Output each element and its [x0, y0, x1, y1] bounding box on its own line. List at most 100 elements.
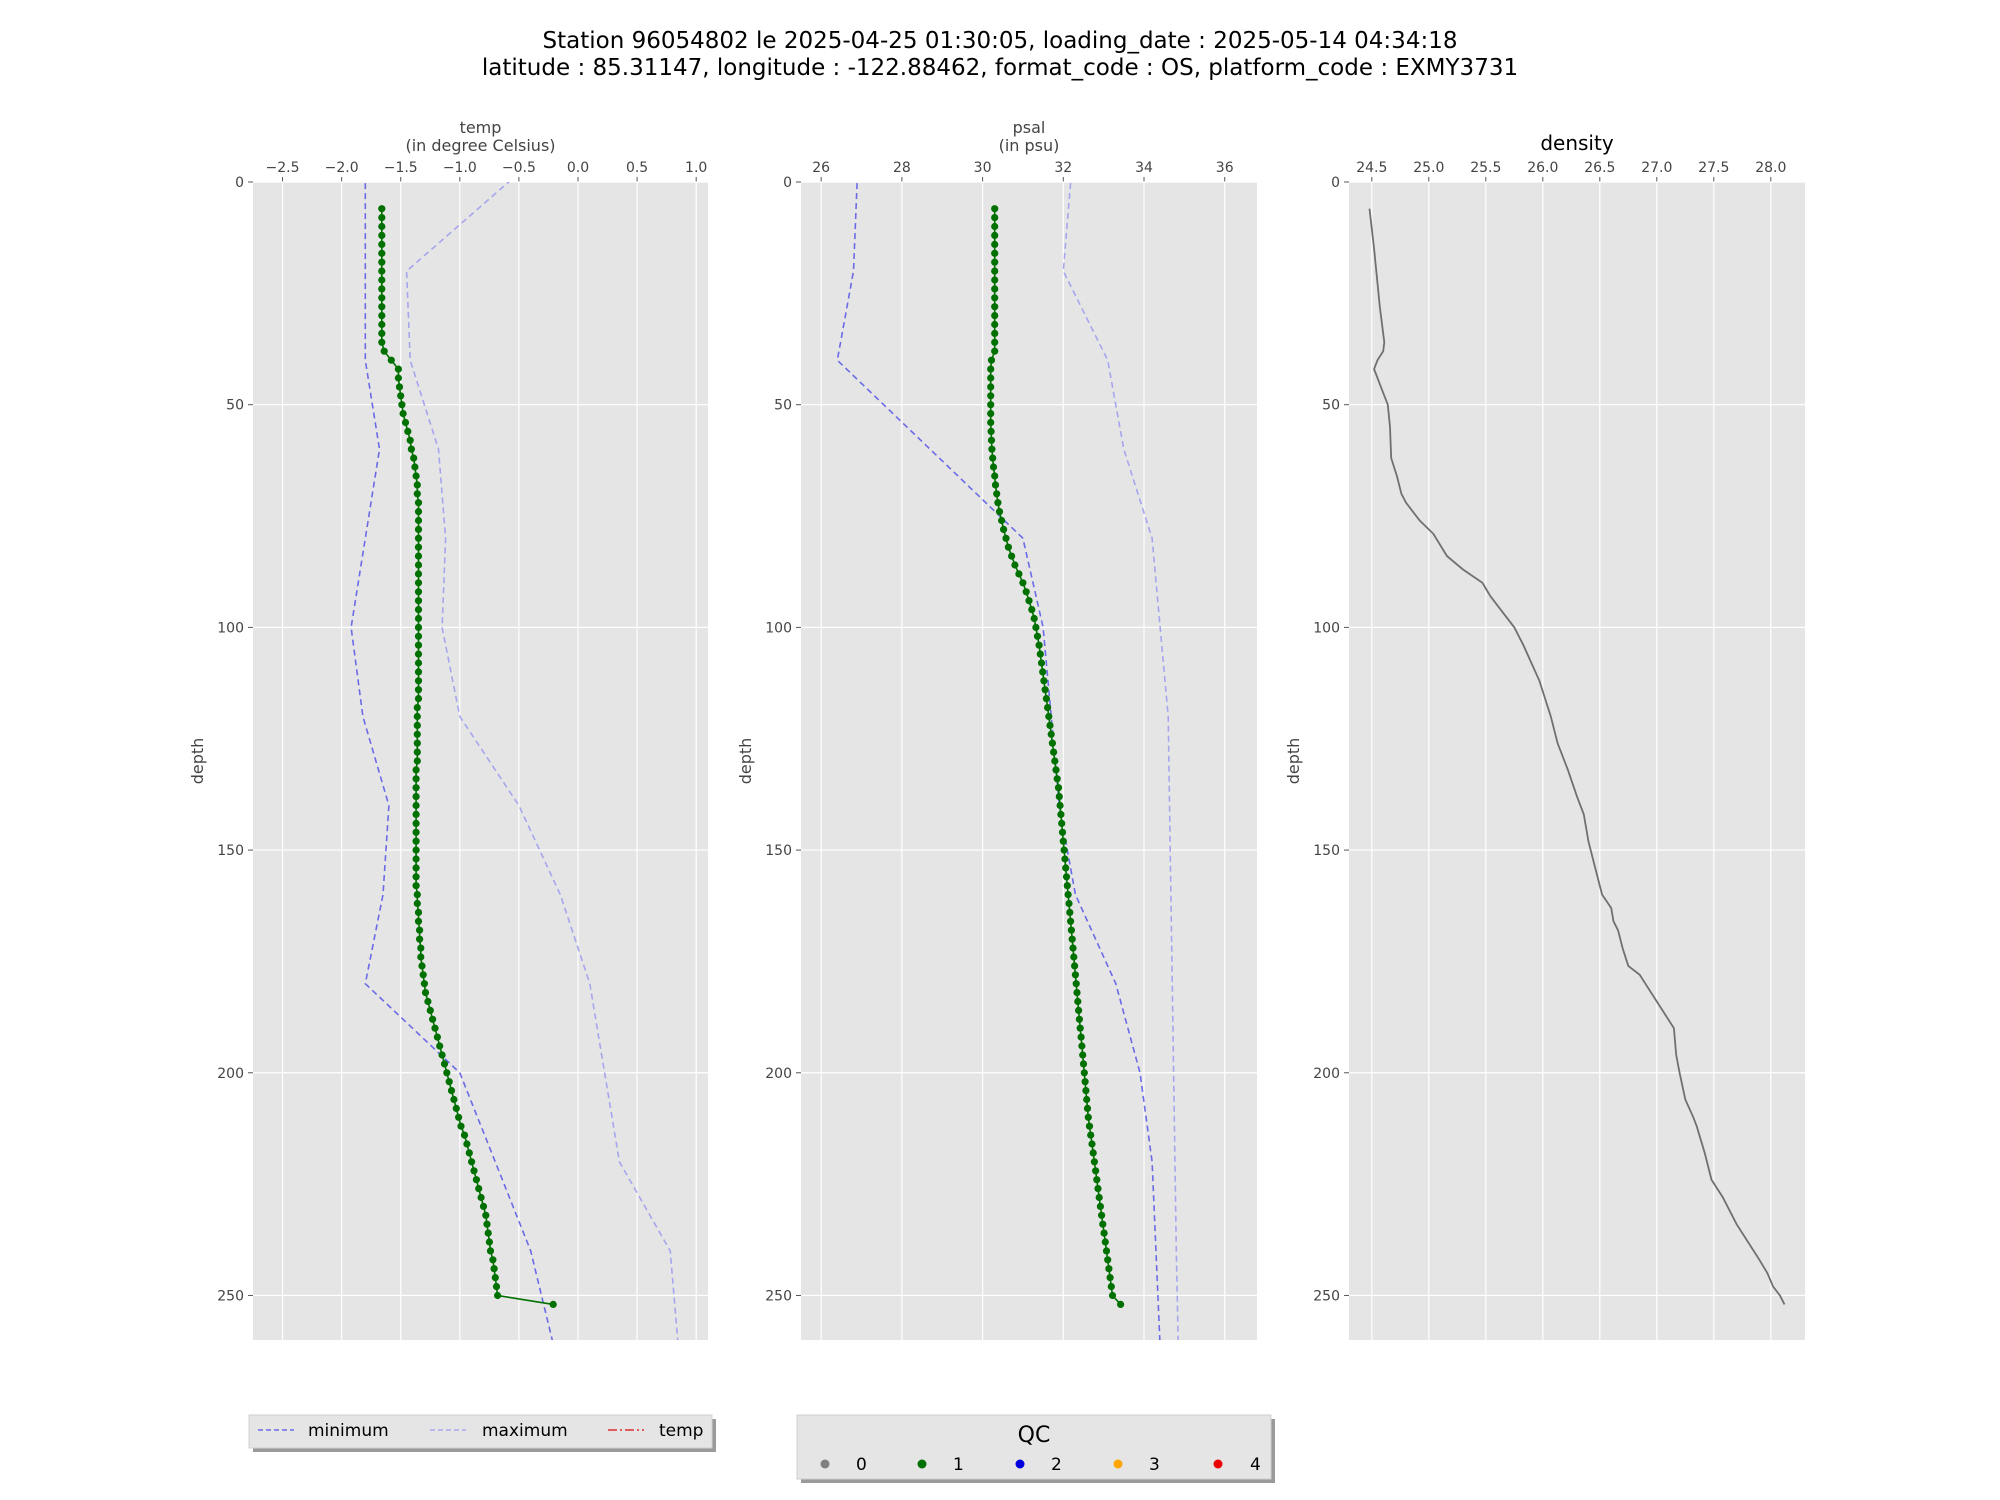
psal-qc1-point [991, 258, 999, 266]
density-ylabel: depth [1284, 738, 1303, 785]
temp-qc1-point [394, 374, 402, 382]
psal-qc1-point [1044, 704, 1052, 712]
psal-qc1-point [991, 214, 999, 222]
temp-qc1-point [479, 1202, 488, 1210]
temp-qc1-point [414, 632, 423, 640]
temp-qc1-point [412, 837, 420, 845]
temp-qc1-point [412, 882, 420, 890]
temp-profile-line [380, 208, 554, 1306]
psal-qc1-point [1037, 659, 1046, 667]
psal-qc1-point [1015, 570, 1023, 578]
temp-qc1-point [431, 1024, 439, 1032]
temp-qc1-point [414, 695, 423, 703]
qc-2-marker [1015, 1459, 1025, 1469]
temp-ytick-label: 200 [217, 1066, 244, 1082]
psal-qc1-point [1108, 1291, 1117, 1300]
psal-qc1-point [1054, 784, 1063, 792]
psal-qc1-point [987, 383, 995, 391]
temp-qc1-point [412, 864, 420, 872]
temp-qc1-point [378, 205, 386, 213]
temp-qc1-point [447, 1087, 456, 1095]
psal-qc1-point [991, 205, 999, 213]
psal-qc1-point [1004, 543, 1013, 551]
density-xtick-label: 25.0 [1413, 160, 1444, 176]
temp-qc1-point [414, 668, 423, 676]
psal-qc1-point [1019, 579, 1027, 587]
psal-qc1-point [1083, 1095, 1091, 1104]
psal-xtick-label: 36 [1216, 160, 1234, 176]
temp-qc1-point [492, 1283, 501, 1291]
psal-qc1-point [991, 472, 999, 480]
temp-qc1-point [378, 276, 386, 284]
temp-qc1-point [485, 1238, 493, 1246]
temp-qc1-point [413, 748, 421, 756]
temp-qc1-point [436, 1042, 444, 1050]
psal-ytick-label: 100 [765, 620, 792, 636]
temp-qc1-point [414, 917, 423, 925]
psal-qc1-point [991, 312, 999, 320]
density-panel: 24.5 25.0 25.5 26.0 26.5 27.0 27.5 28.0 0 50 100 15… [1284, 131, 1805, 1340]
psal-qc1-point [1079, 1060, 1088, 1068]
temp-qc1-point [395, 383, 404, 391]
psal-ytick-label: 150 [765, 843, 792, 859]
psal-qc1-point [991, 267, 999, 275]
psal-qc1-point [993, 490, 1001, 498]
temp-qc1-point [489, 1256, 497, 1264]
psal-qc1-point [1094, 1185, 1102, 1193]
psal-qc1-point [1062, 864, 1070, 872]
psal-qc1-point [1073, 989, 1081, 997]
psal-qc1-point [991, 303, 999, 311]
psal-axis-subtitle: (in psu) [999, 136, 1060, 155]
temp-qc1-point [414, 641, 423, 649]
temp-qc1-point [549, 1300, 557, 1308]
temp-qc1-point [387, 356, 395, 364]
psal-qc1-point [1039, 668, 1047, 676]
psal-qc1-point [1096, 1202, 1104, 1210]
psal-qc1-point [1022, 588, 1030, 596]
figure-title-line1: Station 96054802 le 2025-04-25 01:30:05,… [543, 28, 1458, 54]
psal-qc1-point [1053, 775, 1061, 783]
temp-qc1-point [438, 1051, 446, 1059]
psal-qc1-point [1040, 677, 1048, 685]
temp-qc1-point [465, 1149, 473, 1157]
temp-xtick-label: 1.0 [685, 160, 707, 176]
psal-qc1-point [987, 410, 995, 418]
psal-qc1-point [1076, 1024, 1084, 1032]
temp-qc1-point [416, 926, 424, 934]
psal-ytick-label: 250 [765, 1288, 792, 1304]
temp-qc1-point [414, 516, 423, 525]
psal-qc1-point [1102, 1247, 1111, 1255]
psal-qc1-point [987, 374, 995, 382]
psal-maximum-line [1062, 182, 1179, 1340]
density-xtick-label: 25.5 [1470, 160, 1501, 176]
temp-qc1-point [378, 320, 386, 329]
temp-qc1-point [399, 410, 407, 418]
psal-qc1-point [1047, 730, 1055, 738]
temp-qc1-point [412, 828, 420, 836]
temp-qc1-point [426, 1006, 434, 1015]
density-xtick-label: 27.5 [1698, 160, 1729, 176]
temp-qc1-point [414, 908, 423, 917]
qc-1-marker [917, 1459, 927, 1469]
temp-qc1-point [414, 570, 423, 578]
legend-temp-label: temp [659, 1421, 703, 1441]
psal-qc1-point [1089, 1149, 1097, 1157]
psal-qc1-point [1070, 953, 1078, 961]
psal-qc1-point [1058, 819, 1066, 828]
psal-qc1-point [1055, 793, 1063, 801]
psal-xtick-label: 32 [1054, 160, 1072, 176]
psal-qc1-point [1068, 935, 1076, 943]
temp-qc1-point [421, 989, 430, 997]
psal-qc1-point [987, 427, 995, 435]
psal-qc1-point [1099, 1220, 1107, 1228]
psal-qc1-point [1098, 1211, 1106, 1219]
psal-profile-line [989, 208, 1122, 1305]
temp-qc1-point [404, 427, 412, 435]
psal-qc1-point [1036, 650, 1044, 658]
qc-0-marker [820, 1459, 830, 1469]
psal-qc1-point [988, 445, 996, 453]
psal-xtick-label: 28 [893, 160, 911, 176]
temp-qc1-point [378, 294, 386, 302]
temp-qc1-point [414, 623, 423, 632]
